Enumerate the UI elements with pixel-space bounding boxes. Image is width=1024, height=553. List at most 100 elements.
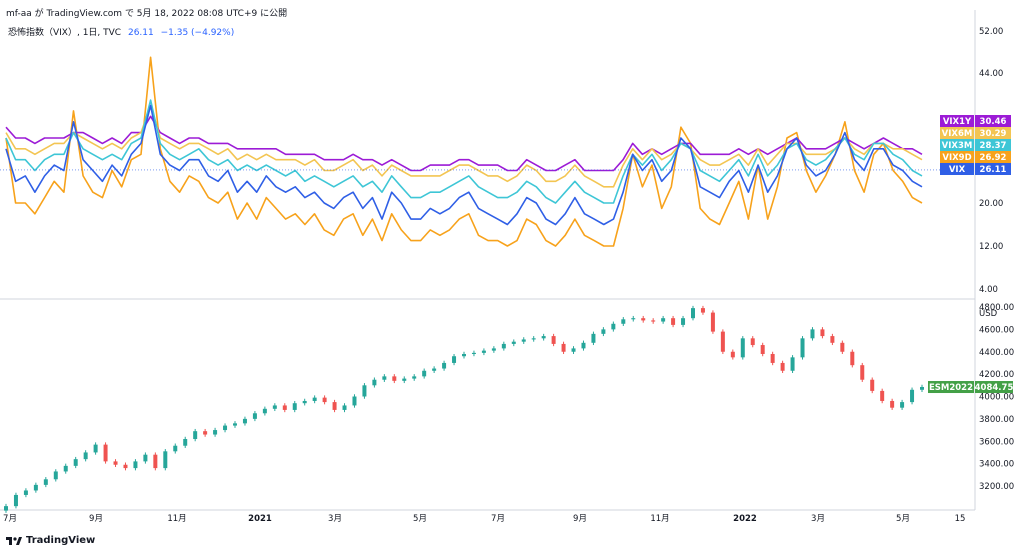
time-axis-label: 5月 [896, 514, 910, 524]
es-candle-body [173, 445, 178, 452]
es-candle-body [800, 338, 805, 358]
value-tag-vix: VIX 26.11 [940, 163, 1011, 175]
es-candle-body [432, 368, 437, 371]
es-candle-body [282, 405, 287, 410]
es-candle-body [103, 444, 108, 462]
es-candle-body [551, 336, 556, 344]
es-candle-body [352, 396, 357, 406]
tradingview-logo-icon [6, 536, 22, 545]
es-candles-group [4, 305, 924, 513]
time-axis-label: 15 [955, 514, 966, 524]
value-tag-value: 26.11 [980, 165, 1007, 175]
es-candle-body [820, 329, 825, 337]
value-tag-value-bg [975, 115, 1011, 127]
value-tag-value: 26.92 [980, 153, 1007, 163]
value-tag-value: 4084.75 [975, 383, 1014, 393]
es-candle-body [153, 454, 158, 469]
es-candle-body [23, 490, 28, 495]
es-axis-tick-label: 3600.00 [979, 437, 1014, 447]
es-candle-body [63, 465, 68, 472]
value-tag-name: VIX9D [942, 153, 971, 163]
es-candle-body [880, 390, 885, 401]
time-axis-label: 3月 [811, 514, 825, 524]
es-candle-body [671, 318, 676, 325]
es-candle-body [591, 333, 596, 343]
es-candle-body [511, 341, 516, 344]
value-tag-name-bg [940, 139, 974, 151]
es-axis-tick-label: 4800.00 [979, 303, 1014, 313]
es-candle-body [442, 362, 447, 369]
es-candle-body [501, 343, 506, 349]
value-tag-name-bg [940, 151, 974, 163]
es-candle-body [890, 400, 895, 408]
es-candle-body [491, 348, 496, 351]
es-candle-body [322, 397, 327, 403]
es-candle-body [900, 402, 905, 408]
value-tag-name: VIX6M [942, 129, 973, 139]
vix-axis-tick-label: 20.00 [979, 199, 1003, 209]
value-tag-name-bg [928, 381, 974, 394]
time-axis-label: 7月 [3, 514, 17, 524]
es-candle-body [4, 506, 8, 511]
grid-lines [0, 10, 976, 511]
es-candle-body [43, 479, 48, 485]
value-tag-vix1y: VIX1Y 30.46 [940, 115, 1011, 127]
value-tag-vix6m: VIX6M 30.29 [940, 127, 1011, 139]
es-candle-body [740, 338, 745, 358]
value-tag-name: VIX1Y [943, 117, 972, 127]
es-candle-body [910, 389, 915, 403]
es-candle-body [830, 336, 835, 343]
es-candle-body [372, 379, 377, 386]
value-tag-vix9d: VIX9D 26.92 [940, 151, 1011, 163]
es-candle-body [123, 464, 128, 469]
es-candle-body [681, 318, 686, 325]
es-candle-body [710, 312, 715, 332]
es-candle-body [850, 351, 855, 366]
es-candle-body [601, 329, 606, 334]
es-candle-body [53, 471, 58, 480]
es-candle-body [272, 405, 277, 409]
series-value-tags: VIX1Y 30.46 VIX6M 30.29 VIX3M 28.37 VIX9D 26.92… [928, 115, 1014, 394]
value-tag-value-bg [975, 127, 1011, 139]
es-candle-body [183, 439, 188, 446]
es-candle-body [691, 308, 695, 319]
es-candle-body [193, 431, 198, 440]
es-candle-body [422, 370, 427, 377]
es-candle-body [412, 376, 417, 379]
time-axis-label: 5月 [413, 514, 427, 524]
time-axis-label: 2021 [248, 514, 272, 524]
es-axis-tick-label: 4400.00 [979, 348, 1014, 358]
es-candle-body [561, 343, 566, 352]
es-candle-body [223, 425, 228, 431]
series-line-vix6m [5, 104, 923, 188]
es-candle-body [252, 413, 257, 419]
es-candle-body [292, 403, 297, 410]
es-axis-tick-label: 3400.00 [979, 460, 1014, 470]
time-axis-label: 7月 [491, 514, 505, 524]
es-candle-body [73, 459, 78, 466]
value-tag-value-bg [975, 151, 1011, 163]
legend-value: 26.11 [127, 28, 154, 38]
es-candle-body [631, 318, 636, 320]
es-candle-body [810, 329, 815, 339]
es-axis-tick-label: 4000.00 [979, 393, 1014, 403]
es-axis-unit: USD [979, 309, 998, 319]
es-axis-tick-label: 4600.00 [979, 325, 1014, 335]
es-candle-body [471, 352, 476, 354]
value-tag-name-bg [940, 163, 974, 175]
es-candle-body [571, 348, 576, 352]
brand-footer: TradingView [6, 535, 95, 546]
value-tag-value: 28.37 [980, 141, 1007, 151]
es-candle-body [302, 400, 307, 404]
es-candle-body [13, 494, 18, 507]
es-candle-body [262, 408, 267, 414]
value-tag-value: 30.46 [980, 117, 1007, 127]
series-line-vix3m [5, 99, 923, 204]
time-axis-label: 2022 [733, 514, 757, 524]
es-candle-body [113, 461, 118, 465]
es-candle-body [33, 484, 38, 491]
es-candle-body [581, 342, 586, 349]
vix-axis-tick-label: 4.00 [979, 285, 998, 295]
es-candle-body [651, 320, 656, 322]
